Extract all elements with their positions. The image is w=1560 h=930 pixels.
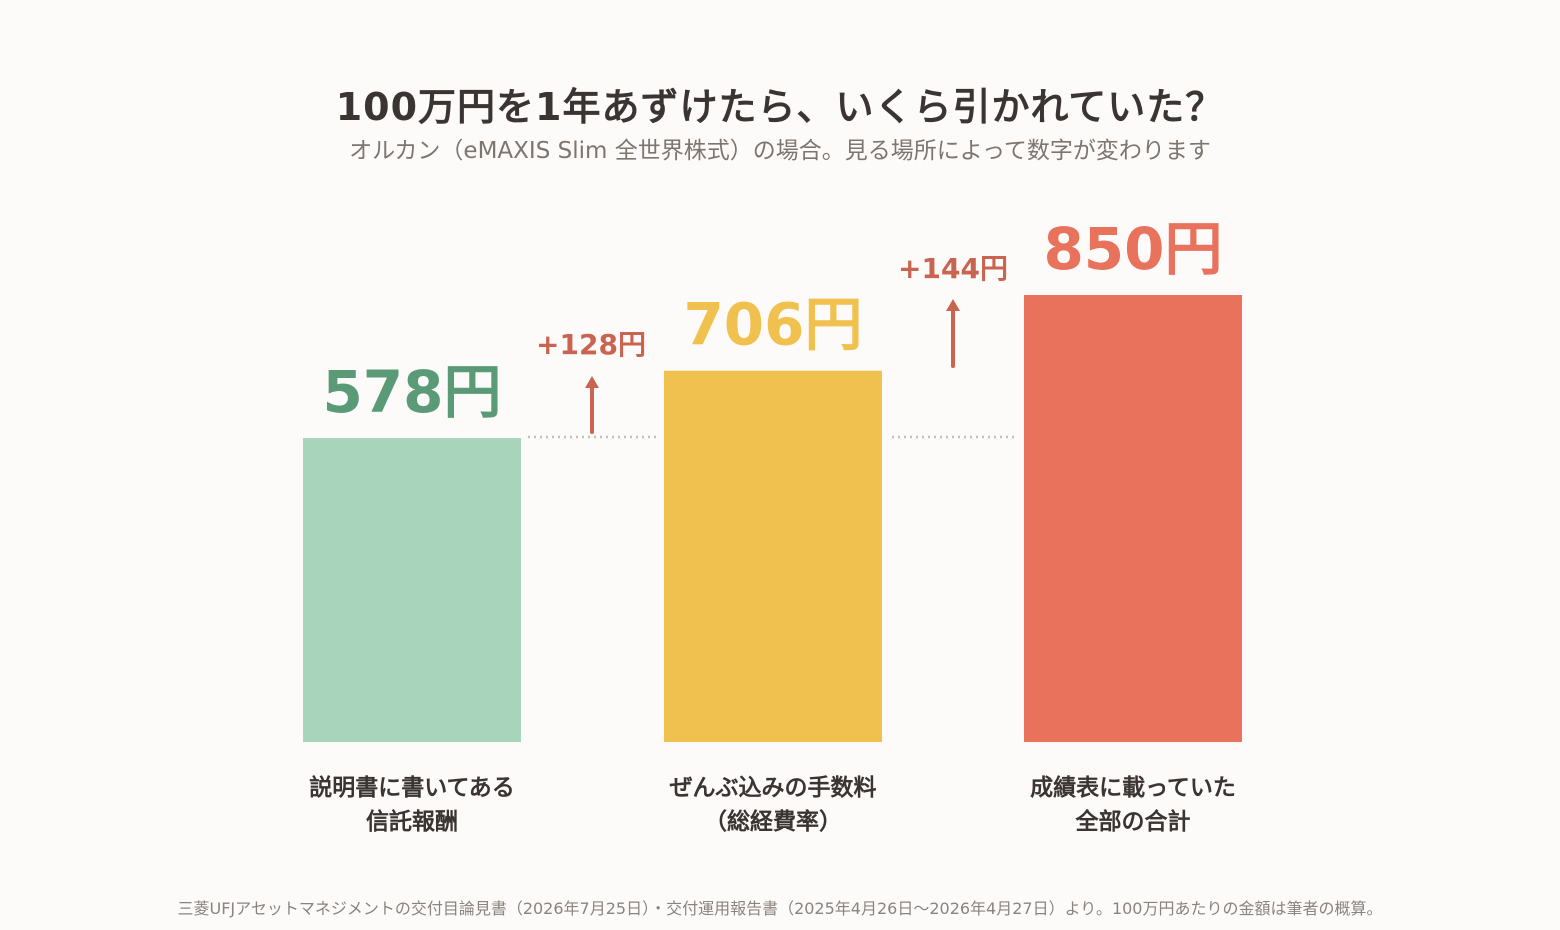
chart-title: 100万円を1年あずけたら、いくら引かれていた？ bbox=[335, 85, 1225, 129]
category-label-1-line-2: 信託報酬 bbox=[366, 808, 458, 835]
delta-arrow-head-2 bbox=[946, 299, 960, 311]
bar-1 bbox=[303, 438, 521, 742]
category-label-2-line-2: （総経費率） bbox=[704, 808, 842, 835]
category-label-3-line-2: 全部の合計 bbox=[1075, 808, 1191, 835]
delta-label-1: +128円 bbox=[536, 328, 646, 361]
connectors-layer bbox=[528, 299, 1018, 439]
value-label-1: 578円 bbox=[322, 358, 501, 426]
category-label-2-line-1: ぜんぶ込みの手数料 bbox=[670, 775, 877, 801]
source-footnote: 三菱UFJアセットマネジメントの交付目論見書（2026年7月25日）・交付運用報… bbox=[177, 899, 1383, 918]
bars-layer bbox=[303, 295, 1242, 742]
category-label-1-line-1: 説明書に書いてある bbox=[309, 774, 515, 801]
value-label-3: 850円 bbox=[1043, 215, 1222, 283]
bar-2 bbox=[664, 370, 882, 742]
delta-label-2: +144円 bbox=[898, 252, 1008, 285]
category-label-3-line-1: 成績表に載っていた bbox=[1030, 774, 1236, 801]
bar-3 bbox=[1024, 295, 1242, 742]
delta-arrow-head-1 bbox=[585, 376, 599, 388]
chart-subtitle: オルカン（eMAXIS Slim 全世界株式）の場合。見る場所によって数字が変わ… bbox=[349, 138, 1211, 164]
value-label-2: 706円 bbox=[683, 291, 862, 359]
